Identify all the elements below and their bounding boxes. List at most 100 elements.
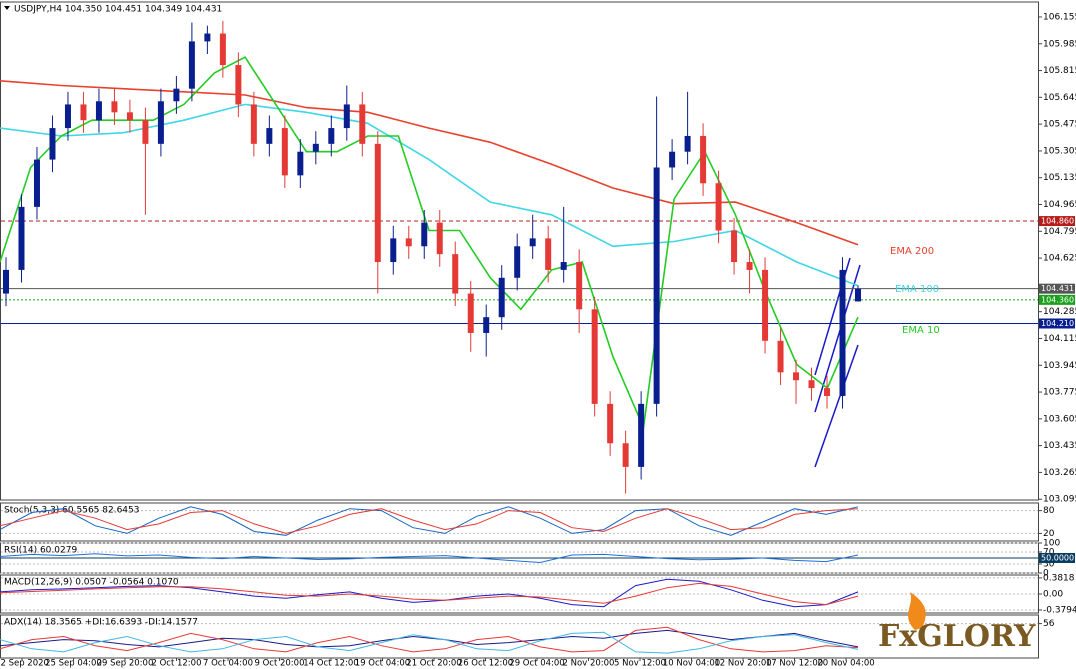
candle-body — [204, 33, 211, 42]
candle-body — [514, 246, 521, 278]
panel-title: ADX(14) 18.3565 +DI:16.6393 -DI:14.1577 — [4, 618, 198, 628]
candle-body — [653, 167, 660, 404]
candle-body — [560, 262, 567, 270]
level-label-box — [1039, 294, 1075, 305]
y-tick-label: 104.965 — [1043, 200, 1076, 210]
panel-frame — [0, 502, 1039, 542]
panel-frame — [0, 542, 1039, 574]
y-tick-label: 20 — [1043, 529, 1055, 539]
channel-line — [814, 344, 859, 468]
x-tick-label: 25 Sep 04:00 — [45, 659, 102, 669]
candle-body — [824, 388, 831, 396]
candle-body — [266, 128, 273, 144]
y-tick-label: 105.135 — [1043, 173, 1076, 183]
indicator-line — [0, 582, 859, 606]
candle-body — [436, 222, 443, 255]
candle-body — [777, 340, 784, 373]
panel-title: RSI(14) 60.0279 — [4, 546, 77, 556]
legend-label: EMA 10 — [902, 325, 940, 336]
logo-flame — [908, 592, 926, 630]
candle-body — [80, 104, 87, 121]
indicator-line — [0, 629, 859, 648]
candle-body — [529, 238, 536, 247]
y-tick-label: 0 — [1043, 569, 1049, 579]
indicator-line — [0, 631, 859, 654]
candle-body — [622, 443, 629, 467]
candle-body — [808, 380, 815, 389]
x-tick-label: 29 Oct 04:00 — [509, 659, 564, 669]
candle-body — [746, 262, 753, 270]
level-label-box — [1039, 216, 1075, 227]
candle-body — [591, 309, 598, 404]
x-tick-label: 29 Sep 20:00 — [97, 659, 154, 669]
candle-body — [855, 288, 861, 302]
candle-body — [390, 238, 397, 263]
y-tick-label: 106.155 — [1043, 12, 1076, 22]
candle-body — [312, 143, 319, 152]
candle-body — [95, 101, 102, 121]
panel-frame — [0, 614, 1039, 659]
indicator-line — [0, 626, 859, 653]
y-tick-label: 103.095 — [1043, 495, 1076, 505]
candle-body — [359, 104, 366, 144]
chart-title: USDJPY,H4 104.350 104.451 104.349 104.43… — [14, 5, 222, 15]
indicator-line — [0, 506, 859, 536]
x-tick-label: 9 Oct 20:00 — [254, 659, 304, 669]
panel-title: MACD(12,26,9) 0.0507 -0.0564 0.1070 — [4, 578, 179, 588]
candle-body — [297, 151, 304, 176]
y-tick-label: 104.285 — [1043, 307, 1076, 317]
level-label-box — [1039, 283, 1075, 294]
candle-body — [638, 403, 645, 467]
x-tick-label: 12 Nov 20:00 — [714, 659, 771, 669]
candle-body — [545, 238, 552, 270]
x-tick-label: 19 Oct 04:00 — [355, 659, 410, 669]
candle-body — [250, 104, 257, 144]
y-tick-label: 70 — [1043, 548, 1055, 558]
level-label: 104.360 — [1041, 295, 1074, 304]
x-tick-label: 20 Nov 04:00 — [817, 659, 874, 669]
candle-body — [684, 135, 691, 152]
y-tick-label: 104.115 — [1043, 334, 1076, 344]
candle-body — [3, 269, 9, 294]
y-tick-label: 80 — [1043, 506, 1055, 516]
candle-body — [421, 222, 428, 247]
x-tick-label: 10 Nov 04:00 — [663, 659, 720, 669]
candle-body — [64, 104, 71, 129]
indicator-line — [0, 578, 859, 608]
candle-body — [49, 128, 56, 160]
y-tick-label: 0.00 — [1043, 590, 1063, 600]
candle-body — [281, 128, 288, 176]
y-tick-label: 103.265 — [1043, 468, 1076, 478]
indicator-line — [0, 553, 859, 564]
panel-title: Stoch(5,3,3) 60.5565 82.6453 — [4, 506, 139, 516]
candle-body — [452, 254, 459, 294]
candle-body — [18, 206, 25, 270]
x-tick-label: 26 Oct 12:00 — [458, 659, 513, 669]
candle-body — [142, 120, 149, 144]
logo: FxGLORY — [878, 619, 1036, 654]
candle-body — [467, 293, 474, 333]
candle-body — [483, 317, 490, 333]
x-tick-label: 7 Oct 04:00 — [203, 659, 253, 669]
level-label: 50.0000 — [1041, 554, 1074, 563]
candle-body — [126, 112, 133, 121]
candle-body — [405, 238, 412, 247]
candle-body — [576, 262, 583, 310]
candle-body — [173, 88, 180, 102]
y-tick-label: 105.475 — [1043, 120, 1076, 130]
x-tick-label: 17 Nov 12:00 — [766, 659, 823, 669]
level-label-box — [1039, 318, 1075, 329]
y-tick-label: 103.435 — [1043, 441, 1076, 451]
y-tick-label: 104.795 — [1043, 227, 1076, 237]
level-label: 104.860 — [1041, 217, 1074, 226]
y-tick-label: 105.645 — [1043, 93, 1076, 103]
indicator-line — [0, 80, 859, 246]
x-tick-label: 2 Nov 20:00 — [563, 659, 615, 669]
candle-body — [839, 269, 846, 396]
candle-body — [793, 372, 800, 381]
y-tick-label: 103.775 — [1043, 388, 1076, 398]
candle-body — [700, 135, 707, 184]
y-tick-label: 104.625 — [1043, 254, 1076, 264]
y-tick-label: 105.815 — [1043, 66, 1076, 76]
